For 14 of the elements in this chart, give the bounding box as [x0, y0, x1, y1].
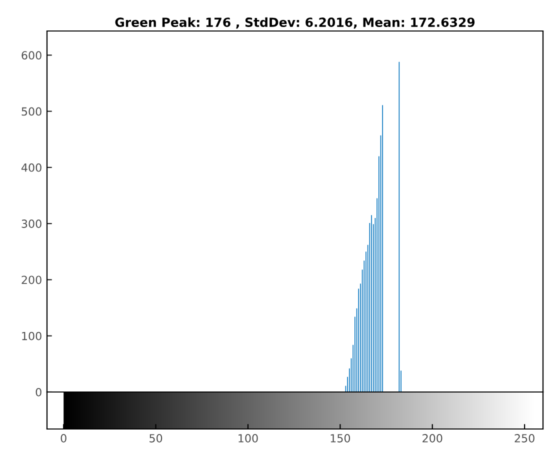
x-tick-label: 100	[238, 434, 258, 442]
y-tick-label: 600	[22, 51, 42, 60]
y-tick-label: 500	[22, 107, 42, 116]
x-tick-label: 0	[60, 434, 66, 442]
x-tick-label: 200	[422, 434, 442, 442]
y-tick-label: 200	[22, 276, 42, 284]
x-tick-label: 50	[150, 434, 162, 442]
chart-title: Green Peak: 176 , StdDev: 6.2016, Mean: 172.6329	[115, 17, 475, 29]
y-tick-label: 0	[36, 388, 42, 396]
y-tick-label: 400	[21, 163, 42, 172]
y-tick-label: 100	[22, 332, 42, 340]
x-tick-label: 150	[330, 434, 350, 442]
x-tick-label: 250	[514, 434, 534, 442]
y-tick-label: 300	[22, 220, 42, 228]
